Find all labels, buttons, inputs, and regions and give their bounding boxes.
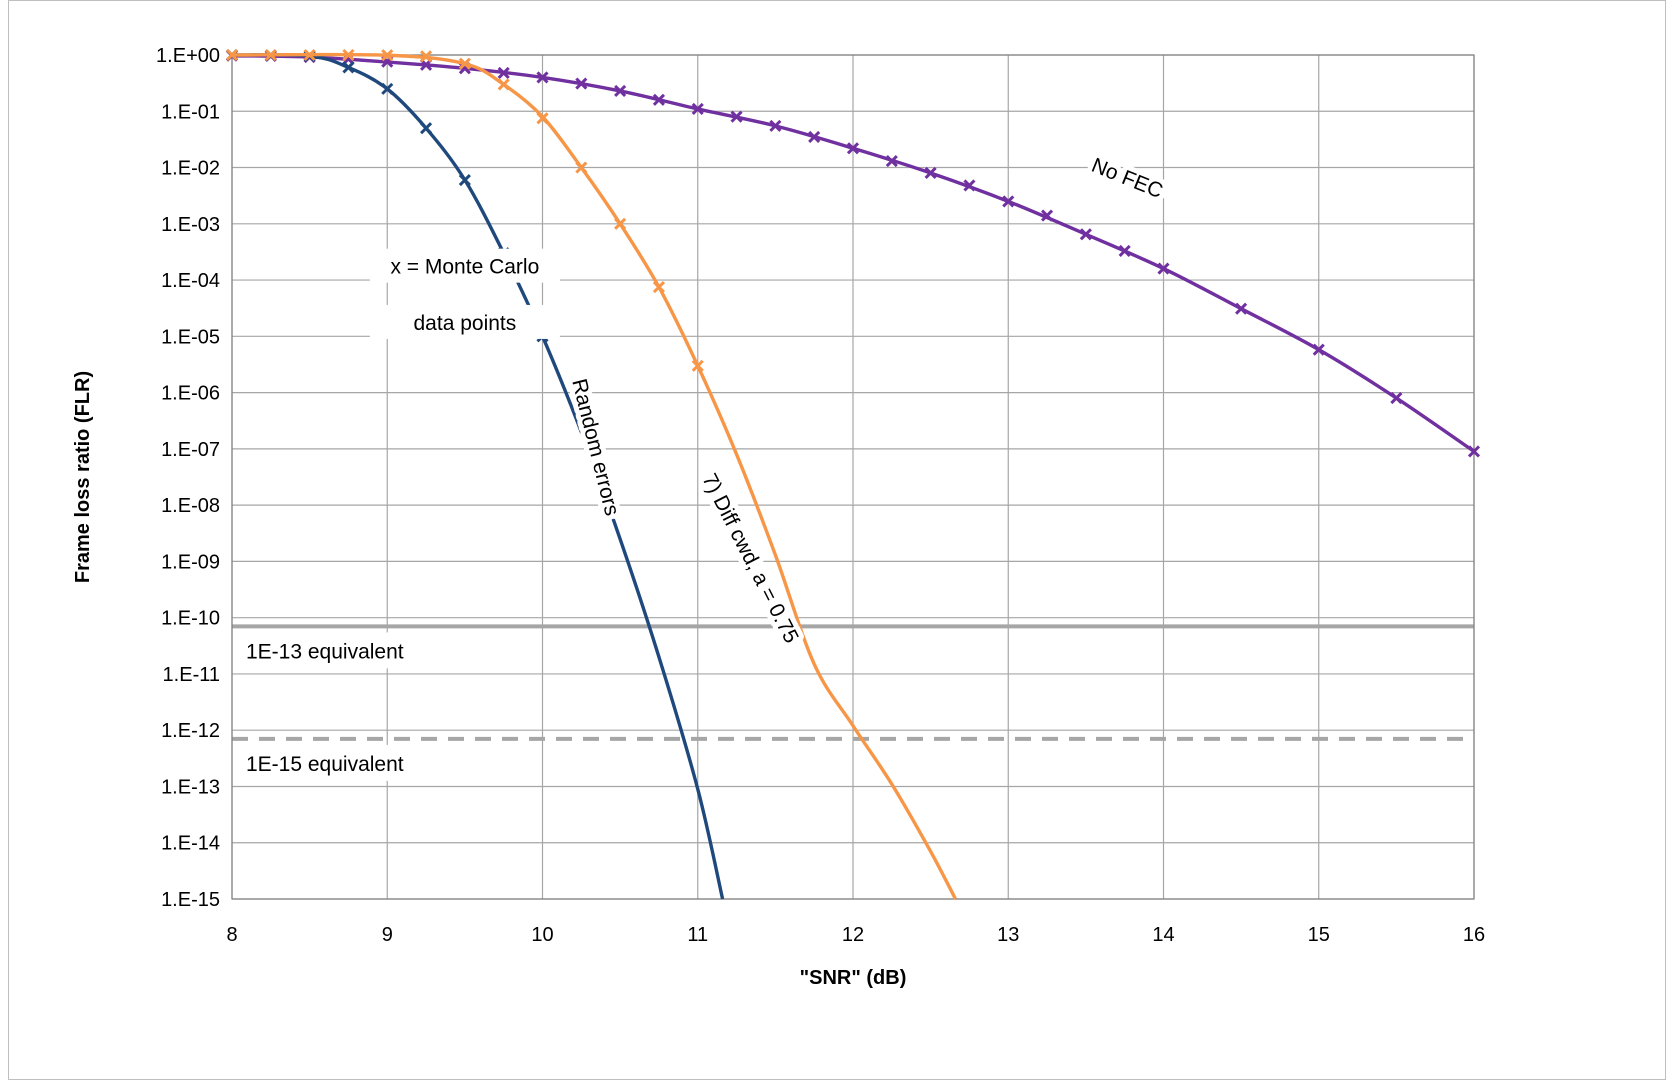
data-point-no-fec <box>846 142 860 155</box>
data-point-no-fec <box>1040 209 1054 222</box>
plot-area-border <box>231 54 1475 900</box>
reference-line-label: 1E-15 equivalent <box>246 753 404 776</box>
data-point-7-diff-cwd-a-0-75 <box>303 48 316 62</box>
data-point-no-fec <box>536 71 549 84</box>
annotation-label: Random errors <box>567 377 623 518</box>
data-point-7-diff-cwd-a-0-75 <box>225 48 239 62</box>
data-point-7-diff-cwd-a-0-75 <box>691 359 704 372</box>
data-point-7-diff-cwd-a-0-75 <box>264 48 277 62</box>
data-point-7-diff-cwd-a-0-75 <box>614 217 627 230</box>
data-point-no-fec <box>769 119 782 132</box>
data-point-7-diff-cwd-a-0-75 <box>342 48 355 62</box>
y-axis-title: Frame loss ratio (FLR) <box>72 371 94 583</box>
y-tick-label: 1.E-13 <box>161 776 220 798</box>
x-tick-label: 13 <box>997 924 1019 946</box>
data-point-no-fec <box>1157 262 1170 275</box>
frame-loss-ratio-chart: 1E-13 equivalent 1E-15 equivalent 8 9 10 11 1… <box>72 45 1485 989</box>
y-tick-label: 1.E-09 <box>161 551 220 573</box>
y-tick-label: 1.E-05 <box>161 326 220 348</box>
data-point-random-errors <box>420 122 433 135</box>
reference-label-background <box>238 744 460 781</box>
x-tick-label: 14 <box>1152 924 1174 946</box>
data-point-7-diff-cwd-a-0-75 <box>458 57 471 70</box>
reference-lines: 1E-13 equivalent 1E-15 equivalent <box>232 624 1474 781</box>
series-line-7-diff-cwd-a-0-75 <box>231 52 957 900</box>
y-tick-label: 1.E-15 <box>161 889 220 911</box>
y-tick-label: 1.E-08 <box>161 495 220 517</box>
annotation-label: data points <box>414 312 517 335</box>
x-axis-title: "SNR" (dB) <box>800 967 907 989</box>
tick-labels: 8 9 10 11 12 13 14 15 16 1.E+00 1.E-01 1.E-02 1.E-03… <box>156 45 1485 946</box>
x-tick-label: 11 <box>687 924 708 946</box>
reference-line-label: 1E-13 equivalent <box>246 640 404 663</box>
y-tick-label: 1.E+00 <box>156 45 220 67</box>
y-tick-label: 1.E-03 <box>161 214 220 236</box>
data-point-no-fec <box>1467 445 1481 458</box>
data-point-random-errors <box>458 173 471 187</box>
annotation-label: 7) Diff cwd, a = 0.75 <box>697 470 802 647</box>
data-point-no-fec <box>1390 391 1403 405</box>
data-point-no-fec <box>963 179 976 192</box>
y-tick-label: 1.E-06 <box>161 383 220 405</box>
annotation-label: No FEC <box>1088 154 1166 203</box>
x-tick-label: 16 <box>1463 924 1485 946</box>
data-point-7-diff-cwd-a-0-75 <box>575 161 588 174</box>
annotation-background <box>369 248 560 283</box>
chart-frame: 1E-13 equivalent 1E-15 equivalent 8 9 10 11 1… <box>8 0 1666 1080</box>
data-point-no-fec <box>885 155 898 168</box>
data-point-no-fec <box>1118 244 1131 257</box>
data-point-no-fec <box>652 93 665 106</box>
annotation-label: x = Monte Carlo <box>390 256 539 279</box>
annotation-background <box>369 304 560 339</box>
reference-label-background <box>238 632 460 669</box>
data-point-no-fec <box>730 110 743 123</box>
x-tick-label: 10 <box>531 924 553 946</box>
data-point-no-fec <box>808 130 821 143</box>
data-point-no-fec <box>575 77 588 90</box>
data-point-7-diff-cwd-a-0-75 <box>536 112 549 125</box>
y-tick-label: 1.E-12 <box>161 720 220 742</box>
y-tick-label: 1.E-01 <box>161 101 220 123</box>
data-point-no-fec <box>1002 195 1015 208</box>
data-point-no-fec <box>497 66 510 79</box>
x-tick-label: 9 <box>382 924 393 946</box>
y-tick-label: 1.E-07 <box>161 439 220 461</box>
data-point-random-errors <box>342 61 355 74</box>
x-tick-label: 8 <box>226 924 237 946</box>
series-line-no-fec <box>231 54 1475 453</box>
x-tick-label: 15 <box>1308 924 1330 946</box>
data-point-7-diff-cwd-a-0-75 <box>497 78 510 91</box>
data-point-no-fec <box>1079 228 1092 241</box>
y-tick-label: 1.E-10 <box>161 608 220 630</box>
y-tick-label: 1.E-11 <box>163 664 220 686</box>
plot-border <box>231 54 1475 900</box>
data-point-random-errors <box>381 82 394 95</box>
data-point-no-fec <box>691 102 704 115</box>
y-tick-label: 1.E-04 <box>161 270 220 292</box>
y-tick-label: 1.E-02 <box>161 158 220 180</box>
data-point-no-fec <box>1235 302 1248 315</box>
x-tick-label: 12 <box>842 924 864 946</box>
data-point-7-diff-cwd-a-0-75 <box>381 49 394 62</box>
y-tick-label: 1.E-14 <box>161 833 220 855</box>
data-point-no-fec <box>1312 343 1325 356</box>
data-point-no-fec <box>614 84 627 97</box>
data-point-7-diff-cwd-a-0-75 <box>420 50 433 63</box>
data-point-7-diff-cwd-a-0-75 <box>652 281 665 294</box>
data-point-no-fec <box>924 166 937 180</box>
